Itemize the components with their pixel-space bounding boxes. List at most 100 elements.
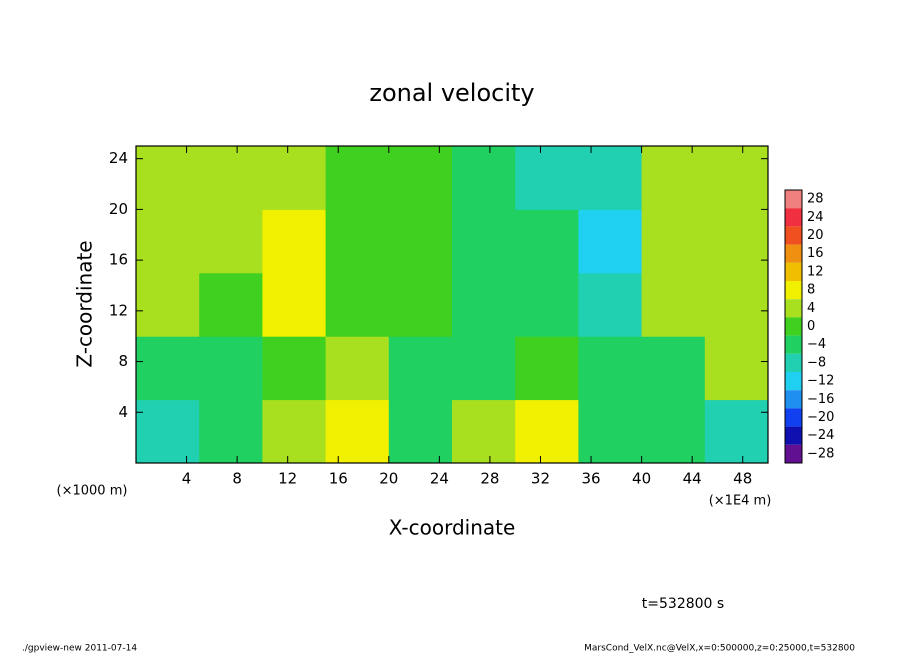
colorbar-box bbox=[785, 299, 802, 318]
colorbar-label: −4 bbox=[807, 337, 826, 352]
cell bbox=[704, 272, 769, 337]
colorbar-label: −28 bbox=[807, 446, 834, 461]
colorbar-box bbox=[785, 281, 802, 300]
cell bbox=[262, 336, 327, 401]
colorbar-box bbox=[785, 244, 802, 263]
cell bbox=[515, 209, 579, 274]
cell bbox=[578, 399, 643, 464]
cell bbox=[578, 336, 643, 401]
cell bbox=[262, 399, 327, 464]
cell bbox=[452, 399, 516, 464]
colorbar-box bbox=[785, 353, 802, 372]
colorbar-label: −24 bbox=[807, 428, 834, 443]
cell bbox=[515, 336, 579, 401]
colorbar-label: −20 bbox=[807, 410, 834, 425]
colorbar-label: 16 bbox=[807, 246, 824, 261]
colorbar-label: 8 bbox=[807, 283, 815, 298]
x-tick-label: 32 bbox=[531, 470, 550, 488]
x-axis-label: X-coordinate bbox=[389, 516, 516, 540]
colorbar-label: 0 bbox=[807, 319, 815, 334]
colorbar-label: −16 bbox=[807, 392, 834, 407]
cell bbox=[641, 399, 706, 464]
y-axis-label: Z-coordinate bbox=[73, 240, 97, 367]
colorbar-box bbox=[785, 317, 802, 336]
cell bbox=[136, 336, 200, 401]
cell bbox=[515, 272, 579, 337]
cell bbox=[199, 146, 263, 210]
footer-right: MarsCond_VelX.nc@VelX,x=0:500000,z=0:250… bbox=[584, 644, 855, 654]
x-tick-label: 40 bbox=[632, 470, 651, 488]
cell bbox=[199, 272, 263, 337]
cell bbox=[136, 399, 200, 464]
x-tick-label: 4 bbox=[182, 470, 192, 488]
x-tick-label: 48 bbox=[733, 470, 752, 488]
x-tick-label: 8 bbox=[232, 470, 242, 488]
colorbar-label: 28 bbox=[807, 192, 824, 207]
footer-left: ./gpview-new 2011-07-14 bbox=[22, 644, 137, 654]
cell bbox=[388, 399, 453, 464]
cell bbox=[452, 336, 516, 401]
cell bbox=[325, 146, 390, 210]
colorbar-box bbox=[785, 408, 802, 427]
cell bbox=[388, 146, 453, 210]
colorbar-box bbox=[785, 208, 802, 227]
x-tick-label: 16 bbox=[329, 470, 348, 488]
cell bbox=[199, 209, 263, 274]
x-tick-label: 28 bbox=[480, 470, 499, 488]
colorbar-box bbox=[785, 335, 802, 354]
cell bbox=[325, 209, 390, 274]
colorbar-label: −12 bbox=[807, 374, 834, 389]
cell bbox=[388, 272, 453, 337]
cell bbox=[704, 399, 769, 464]
y-tick-label: 4 bbox=[118, 403, 128, 421]
cell bbox=[262, 272, 327, 337]
colorbar-label: −8 bbox=[807, 355, 826, 370]
x-unit: (×1E4 m) bbox=[709, 494, 772, 509]
annotation: t=532800 s bbox=[642, 596, 724, 612]
cell bbox=[578, 272, 643, 337]
colorbar-frame bbox=[784, 189, 803, 464]
colorbar-box bbox=[785, 426, 802, 445]
x-tick-label: 36 bbox=[581, 470, 600, 488]
cell bbox=[325, 399, 390, 464]
x-tick-label: 44 bbox=[683, 470, 702, 488]
y-tick-label: 8 bbox=[118, 352, 128, 370]
colorbar-box bbox=[785, 262, 802, 281]
cell bbox=[515, 399, 579, 464]
colorbar-box bbox=[785, 190, 802, 209]
colorbar-box bbox=[785, 372, 802, 391]
x-tick-label: 20 bbox=[379, 470, 398, 488]
cell bbox=[704, 336, 769, 401]
cell bbox=[136, 209, 200, 274]
cell bbox=[388, 209, 453, 274]
cell bbox=[388, 336, 453, 401]
colorbar-box bbox=[785, 226, 802, 245]
y-tick-label: 16 bbox=[109, 251, 128, 269]
cell bbox=[199, 399, 263, 464]
colorbar-box bbox=[785, 390, 802, 409]
cell bbox=[641, 146, 706, 210]
colorbar-label: 20 bbox=[807, 228, 824, 243]
cell bbox=[136, 146, 200, 210]
cell bbox=[325, 272, 390, 337]
cell bbox=[136, 272, 200, 337]
chart-title: zonal velocity bbox=[369, 79, 534, 107]
y-tick-label: 20 bbox=[109, 200, 128, 218]
cell bbox=[262, 209, 327, 274]
colorbar-box bbox=[785, 444, 802, 463]
cell bbox=[641, 272, 706, 337]
cell bbox=[578, 209, 643, 274]
colorbar-label: 24 bbox=[807, 210, 824, 225]
y-tick-label: 24 bbox=[109, 149, 128, 167]
cell bbox=[578, 146, 643, 210]
y-tick-label: 12 bbox=[109, 301, 128, 319]
cell bbox=[515, 146, 579, 210]
cell bbox=[452, 146, 516, 210]
cell bbox=[325, 336, 390, 401]
y-unit: (×1000 m) bbox=[57, 484, 128, 499]
cell bbox=[452, 272, 516, 337]
cell bbox=[704, 209, 769, 274]
cell bbox=[641, 209, 706, 274]
cell bbox=[452, 209, 516, 274]
